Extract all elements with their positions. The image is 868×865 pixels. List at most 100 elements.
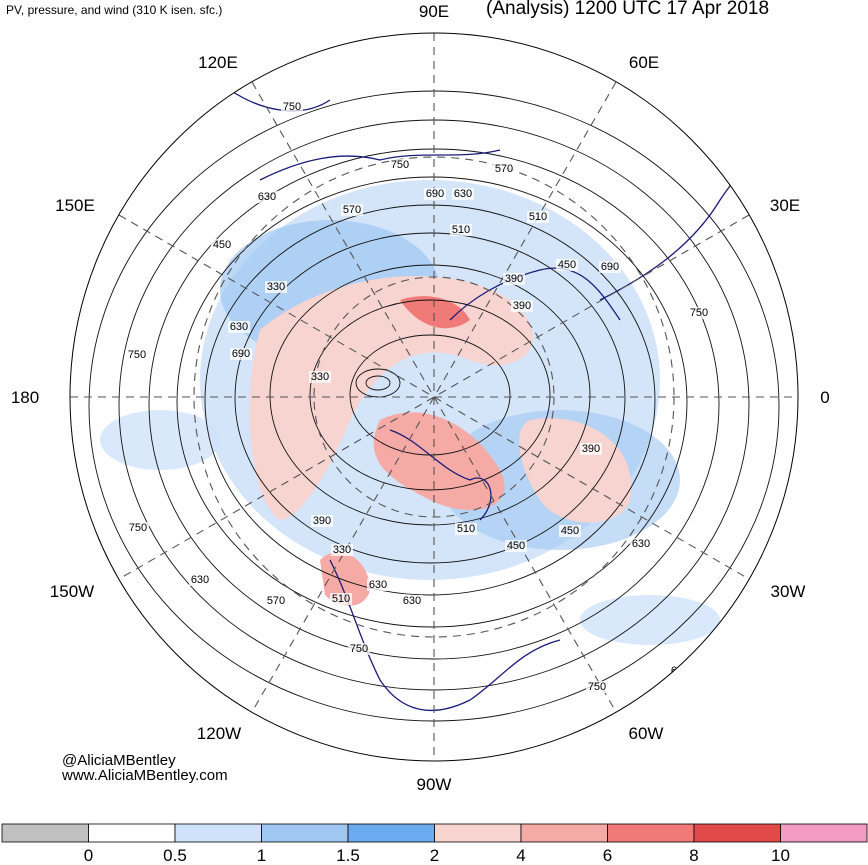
map-title: (Analysis) 1200 UTC 17 Apr 2018 — [486, 0, 770, 19]
contour-label-bg — [505, 540, 527, 552]
contour-label: 330 — [311, 371, 329, 383]
graticule — [70, 33, 798, 761]
contour-label-bg — [401, 595, 423, 607]
contour-label-bg — [580, 443, 602, 455]
contour-label: 630 — [230, 321, 248, 333]
coastlines — [229, 89, 781, 712]
contour-label: 690 — [601, 261, 619, 273]
lon-label-60w: 60W — [629, 724, 664, 743]
colorbar-bin — [434, 823, 522, 843]
contour-label: 750 — [128, 349, 146, 361]
contour-label: 450 — [213, 239, 231, 251]
contour-label: 630 — [632, 538, 650, 550]
contour-label-bg — [331, 544, 353, 556]
contour-label: 630 — [454, 188, 472, 200]
contour-label: 330 — [333, 544, 351, 556]
contour-label: 450 — [558, 259, 576, 271]
contour-label-bg — [348, 643, 370, 655]
colorbar-ticks: 0 0.5 1 1.5 2 4 6 8 10 — [84, 846, 790, 865]
contour-label: 570 — [267, 595, 285, 607]
credit-website: www.AliciaMBentley.com — [62, 767, 228, 784]
contour-label-bg — [281, 101, 303, 113]
contour-label: 570 — [343, 204, 361, 216]
colorbar-tick-label: 1 — [257, 846, 266, 865]
contour-label-bg — [493, 163, 515, 175]
colorbar-tick-label: 8 — [689, 846, 698, 865]
contour-label-bg — [450, 224, 472, 236]
contour-label-bg — [599, 261, 621, 273]
contour-label: 690 — [232, 348, 250, 360]
lon-label-0: 0 — [820, 388, 829, 407]
contour-label: 630 — [369, 579, 387, 591]
contour-label-bg — [265, 281, 287, 293]
contour-label-bg — [389, 159, 411, 171]
contour-label: 510 — [332, 593, 350, 605]
lon-label-120w: 120W — [197, 724, 241, 743]
contour-label: 450 — [561, 525, 579, 537]
contour-label-bg — [189, 574, 211, 586]
contour-label-bg — [127, 522, 149, 534]
contour-label-bg — [126, 349, 148, 361]
contour-label: 630 — [258, 191, 276, 203]
colorbar-bin — [607, 823, 695, 843]
lon-label-150e: 150E — [55, 196, 95, 215]
contour-label-bg — [586, 681, 608, 693]
colorbar-bin — [693, 823, 781, 843]
contour-label-bg — [503, 273, 525, 285]
contour-label-bg — [630, 538, 652, 550]
contour-label: 750 — [129, 522, 147, 534]
contour-label-bg — [341, 204, 363, 216]
contour-label-bg — [309, 371, 331, 383]
colorbar-bin — [174, 823, 262, 843]
contour-label: 750 — [350, 643, 368, 655]
contour-label: 630 — [191, 574, 209, 586]
credit-twitter: @AliciaMBentley — [62, 752, 176, 769]
contour-label: 450 — [507, 540, 525, 552]
contour-label: 330 — [267, 281, 285, 293]
contour-label: 510 — [457, 523, 475, 535]
longitude-labels: 90E 60E 30E 0 30W 60W 90W 120W 150W 180 … — [11, 2, 830, 794]
contour-label: 390 — [505, 273, 523, 285]
contour-label: 390 — [513, 300, 531, 312]
lon-label-30e: 30E — [770, 196, 800, 215]
lon-label-180: 180 — [11, 388, 39, 407]
colorbar-tick-label: 0.5 — [163, 846, 187, 865]
colorbar-tick-label: 0 — [84, 846, 93, 865]
pv-shading — [100, 180, 720, 645]
contour-label: 690 — [426, 188, 444, 200]
map-boundary — [69, 32, 799, 762]
colorbar-bin — [88, 823, 176, 843]
contour-label-bg — [527, 211, 549, 223]
contour-label-bg — [424, 188, 446, 200]
colorbar — [1, 823, 868, 843]
contour-label-bg — [559, 525, 581, 537]
contour-label-bg — [455, 523, 477, 535]
lon-label-30w: 30W — [771, 582, 806, 601]
contour-label-bg — [330, 593, 352, 605]
contour-label: 630 — [403, 595, 421, 607]
colorbar-bin — [520, 823, 608, 843]
contour-label-bg — [511, 300, 533, 312]
lon-label-90e: 90E — [419, 2, 449, 21]
colorbar-bin — [1, 823, 89, 843]
contour-label: 570 — [495, 163, 513, 175]
contour-label: 510 — [529, 211, 547, 223]
colorbar-tick-label: 2 — [430, 846, 439, 865]
colorbar-tick-label: 6 — [603, 846, 612, 865]
lon-label-90w: 90W — [417, 775, 452, 794]
contour-label-bg — [230, 348, 252, 360]
colorbar-bin — [780, 823, 868, 843]
contour-label: 750 — [283, 101, 301, 113]
contour-label: 510 — [452, 224, 470, 236]
colorbar-tick-label: 1.5 — [336, 846, 360, 865]
lon-label-60e: 60E — [629, 53, 659, 72]
lon-label-150w: 150W — [50, 582, 94, 601]
colorbar-bin — [347, 823, 435, 843]
contour-label: 750 — [690, 307, 708, 319]
colorbar-tick-label: 10 — [771, 846, 790, 865]
contour-label-bg — [367, 579, 389, 591]
contour-label-bg — [688, 307, 710, 319]
map-disc: 750 750 690 630 570 510 450 390 330 330 390 450 510 5… — [70, 33, 798, 761]
contour-label-bg — [556, 259, 578, 271]
contour-label: 750 — [588, 681, 606, 693]
